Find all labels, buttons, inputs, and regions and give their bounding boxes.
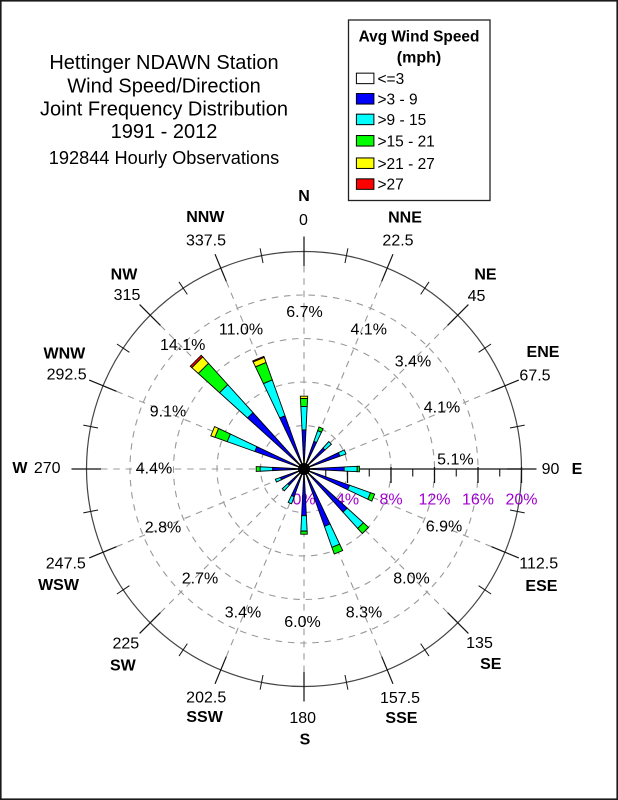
svg-text:14.1%: 14.1%: [160, 337, 205, 354]
svg-text:ENE: ENE: [527, 344, 560, 361]
svg-text:3.4%: 3.4%: [395, 354, 431, 371]
svg-text:315: 315: [114, 287, 141, 304]
svg-text:202.5: 202.5: [186, 690, 226, 707]
svg-text:337.5: 337.5: [186, 233, 226, 250]
svg-text:>3 - 9: >3 - 9: [378, 91, 418, 108]
svg-text:180: 180: [289, 710, 316, 727]
svg-text:225: 225: [112, 635, 139, 652]
svg-text:20%: 20%: [505, 492, 537, 509]
svg-text:3.4%: 3.4%: [225, 605, 261, 622]
svg-text:ESE: ESE: [525, 578, 557, 595]
svg-text:11.0%: 11.0%: [219, 322, 263, 339]
svg-text:4.1%: 4.1%: [424, 400, 460, 417]
svg-text:4.4%: 4.4%: [136, 461, 172, 478]
svg-text:(mph): (mph): [397, 50, 441, 67]
svg-text:192844 Hourly Observations: 192844 Hourly Observations: [49, 148, 280, 168]
svg-text:45: 45: [468, 288, 486, 305]
svg-text:>15 - 21: >15 - 21: [378, 133, 435, 150]
svg-text:8.3%: 8.3%: [346, 605, 382, 622]
svg-text:67.5: 67.5: [519, 368, 550, 385]
svg-text:Joint Frequency Distribution: Joint Frequency Distribution: [40, 99, 288, 121]
svg-text:8.0%: 8.0%: [393, 571, 429, 588]
svg-text:S: S: [300, 731, 311, 748]
svg-text:E: E: [572, 461, 583, 478]
svg-text:NW: NW: [111, 266, 139, 283]
svg-text:WSW: WSW: [38, 577, 80, 594]
svg-text:90: 90: [542, 461, 560, 478]
svg-text:5.1%: 5.1%: [437, 452, 473, 469]
svg-text:<=3: <=3: [378, 71, 405, 88]
svg-text:Wind Speed/Direction: Wind Speed/Direction: [67, 76, 260, 98]
svg-text:Hettinger NDAWN Station: Hettinger NDAWN Station: [49, 52, 278, 74]
svg-text:>21 - 27: >21 - 27: [378, 156, 435, 173]
svg-text:0: 0: [299, 212, 308, 229]
svg-text:6.0%: 6.0%: [284, 614, 320, 631]
svg-text:112.5: 112.5: [519, 556, 558, 573]
svg-text:6.9%: 6.9%: [426, 519, 462, 536]
svg-text:22.5: 22.5: [382, 233, 413, 250]
svg-text:W: W: [12, 460, 28, 477]
svg-text:SW: SW: [110, 658, 137, 675]
svg-text:16%: 16%: [462, 492, 494, 509]
svg-text:247.5: 247.5: [46, 556, 86, 573]
svg-text:SSW: SSW: [186, 709, 223, 726]
svg-text:270: 270: [34, 460, 61, 477]
svg-text:4.1%: 4.1%: [350, 322, 386, 339]
svg-text:8%: 8%: [379, 492, 402, 509]
svg-text:Avg Wind Speed: Avg Wind Speed: [359, 29, 480, 46]
svg-text:>27: >27: [378, 177, 404, 194]
svg-text:292.5: 292.5: [47, 367, 87, 384]
svg-text:NNE: NNE: [388, 209, 422, 226]
svg-text:157.5: 157.5: [380, 690, 420, 707]
svg-text:NNW: NNW: [186, 209, 225, 226]
svg-text:12%: 12%: [418, 492, 450, 509]
svg-text:SE: SE: [480, 656, 502, 673]
svg-text:N: N: [298, 188, 310, 205]
svg-text:2.7%: 2.7%: [182, 571, 218, 588]
svg-text:1991 - 2012: 1991 - 2012: [111, 121, 218, 143]
svg-text:NE: NE: [474, 266, 497, 283]
svg-text:135: 135: [466, 635, 493, 652]
svg-text:2.8%: 2.8%: [145, 520, 181, 537]
svg-text:SSE: SSE: [385, 710, 417, 727]
svg-text:9.1%: 9.1%: [150, 404, 186, 421]
svg-text:6.7%: 6.7%: [286, 304, 322, 321]
svg-text:WNW: WNW: [44, 345, 87, 362]
svg-text:>9 - 15: >9 - 15: [378, 112, 427, 129]
